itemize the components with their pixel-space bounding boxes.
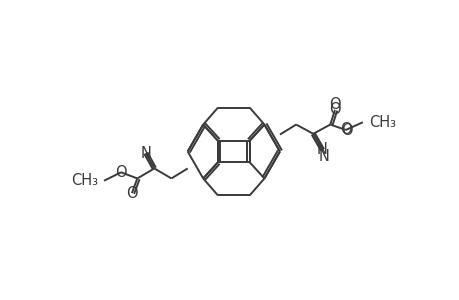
- Text: O: O: [115, 165, 127, 180]
- Text: O: O: [126, 186, 137, 201]
- Text: O: O: [329, 102, 340, 117]
- Text: N: N: [140, 146, 151, 160]
- Text: CH₃: CH₃: [368, 115, 395, 130]
- Text: N: N: [318, 148, 329, 164]
- Text: N: N: [316, 142, 327, 158]
- Text: O: O: [339, 122, 351, 137]
- Text: O: O: [329, 97, 340, 112]
- Text: CH₃: CH₃: [71, 173, 98, 188]
- Text: O: O: [340, 123, 352, 138]
